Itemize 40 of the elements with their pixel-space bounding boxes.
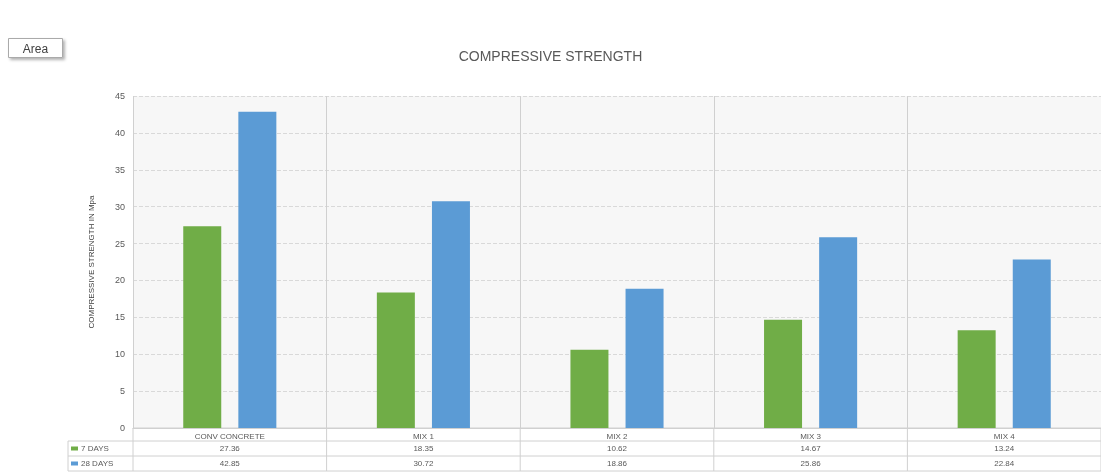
bar [183, 226, 222, 428]
data-label: 27.36 [219, 444, 241, 453]
data-label: 25.86 [800, 459, 822, 468]
text: Area [22, 41, 49, 56]
data-label: 22.84 [994, 459, 1015, 468]
data-label: 18.86 [606, 459, 628, 468]
y-tick-label: 40 [114, 127, 125, 138]
bar [376, 292, 415, 428]
data-label: 18.35 [413, 444, 434, 453]
bar [957, 330, 996, 428]
data-label: 30.72 [413, 459, 434, 468]
bar [238, 111, 277, 428]
y-tick-label: 20 [114, 275, 125, 286]
bar [431, 201, 470, 428]
y-tick-label: 15 [114, 312, 125, 323]
x-tick-label: MIX 3 [800, 431, 822, 441]
y-tick-label: 5 [119, 386, 125, 397]
y-tick-label: 45 [114, 91, 125, 101]
data-label: 42.85 [219, 459, 241, 468]
legend-label: 7 DAYS [81, 444, 109, 453]
y-tick-label: 25 [114, 238, 125, 249]
bar [625, 288, 664, 428]
y-tick-label: 30 [114, 201, 125, 212]
y-tick-label: 35 [114, 164, 125, 175]
bar [1012, 259, 1051, 428]
x-tick-label: MIX 2 [606, 431, 628, 441]
y-tick-label: 0 [119, 423, 125, 433]
data-label: 10.62 [606, 444, 628, 453]
x-tick-label: MIX 1 [412, 431, 435, 441]
x-tick-label: CONV CONCRETE [194, 431, 265, 441]
chart-title: COMPRESSIVE STRENGTH [458, 48, 643, 64]
bar [764, 319, 803, 428]
data-label: 13.24 [994, 444, 1015, 453]
data-label: 14.67 [800, 444, 822, 453]
legend-label: 28 DAYS [81, 459, 114, 468]
y-axis-title: COMPRESSIVE STRENGTH IN Mpa [86, 195, 96, 329]
y-tick-label: 10 [114, 349, 125, 360]
x-tick-label: MIX 4 [993, 431, 1016, 441]
bar [819, 237, 858, 428]
bar [570, 349, 609, 428]
